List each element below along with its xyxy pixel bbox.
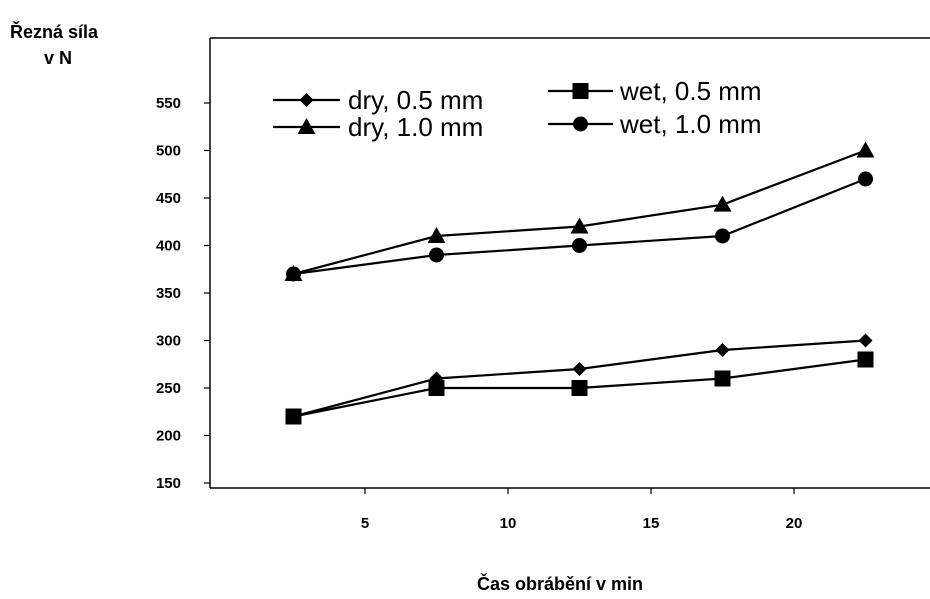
- plot-frame: [209, 37, 930, 489]
- legend-label: dry, 0.5 mm: [348, 85, 483, 115]
- y-tick-label: 500: [156, 143, 181, 160]
- x-tick-label: 15: [643, 515, 660, 532]
- legend-marker-diamond: [299, 93, 314, 107]
- y-tick-label: 350: [156, 285, 181, 302]
- series-layer: [284, 141, 875, 425]
- legend-marker-circle: [573, 116, 588, 132]
- data-point-square: [285, 408, 302, 425]
- series-diamond: [286, 333, 873, 424]
- x-tick-label: 10: [500, 515, 517, 532]
- data-point-triangle: [427, 227, 446, 243]
- legend-label: wet, 0.5 mm: [619, 76, 762, 106]
- data-point-circle: [858, 171, 873, 187]
- data-point-square: [714, 370, 731, 387]
- y-tick-label: 400: [156, 238, 181, 255]
- legend-item-triangle: dry, 1.0 mm: [273, 112, 483, 142]
- data-point-circle: [286, 266, 301, 282]
- data-point-triangle: [713, 195, 732, 212]
- legend-item-diamond: dry, 0.5 mm: [273, 85, 483, 115]
- y-tick-label: 150: [156, 475, 181, 492]
- data-point-diamond: [715, 343, 730, 357]
- y-axis-title-line2: v N: [44, 48, 72, 68]
- x-axis-title: Čas obrábění v min: [477, 573, 643, 594]
- legend-label: wet, 1.0 mm: [619, 109, 762, 139]
- data-point-diamond: [572, 362, 587, 376]
- series-line: [293, 339, 866, 418]
- data-point-triangle: [856, 141, 875, 158]
- data-point-diamond: [858, 333, 873, 348]
- data-point-square: [571, 380, 588, 396]
- data-point-square: [428, 380, 445, 396]
- y-tick-label: 250: [156, 380, 181, 397]
- legend-marker-square: [572, 83, 589, 99]
- data-point-square: [857, 351, 874, 368]
- legend: dry, 0.5 mm wet, 0.5 mm dry, 1.0 mm wet, 1.…: [273, 76, 762, 142]
- legend-label: dry, 1.0 mm: [348, 112, 483, 142]
- series-square: [285, 351, 874, 425]
- y-tick-label: 450: [156, 190, 181, 207]
- x-tick-label: 20: [786, 515, 803, 532]
- y-tick-label: 550: [156, 95, 181, 112]
- y-tick-label: 200: [156, 428, 181, 445]
- data-point-circle: [572, 238, 587, 253]
- y-tick-label: 300: [156, 333, 181, 350]
- data-point-circle: [429, 247, 444, 263]
- legend-item-circle: wet, 1.0 mm: [548, 109, 762, 139]
- y-axis-title-line1: Řezná síla: [10, 21, 99, 42]
- legend-marker-triangle: [297, 118, 316, 134]
- data-point-circle: [715, 228, 730, 244]
- data-point-triangle: [570, 217, 589, 234]
- y-axis: 150 200 250 300 350 400 450 500 550: [156, 95, 210, 492]
- x-tick-label: 5: [361, 515, 369, 532]
- series-circle: [286, 171, 873, 282]
- x-axis: 5 10 15 20: [361, 488, 803, 532]
- legend-item-square: wet, 0.5 mm: [548, 76, 762, 106]
